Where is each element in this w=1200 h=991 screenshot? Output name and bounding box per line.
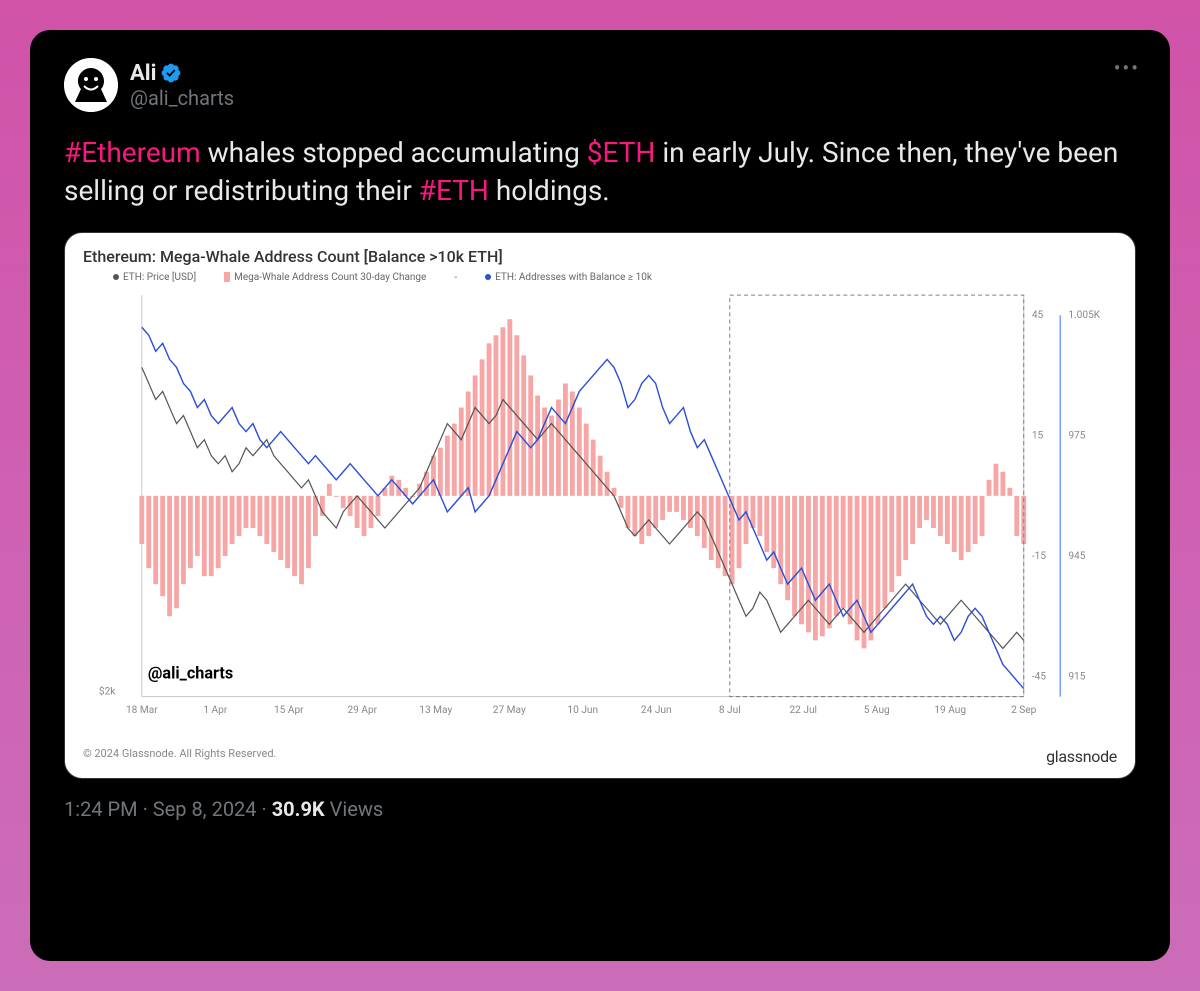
svg-text:$2k: $2k (99, 684, 116, 697)
more-icon[interactable]: ••• (1114, 56, 1140, 80)
chart-title: Ethereum: Mega-Whale Address Count [Bala… (83, 247, 1117, 266)
verified-icon (160, 62, 182, 84)
copyright-text: © 2024 Glassnode. All Rights Reserved. (83, 747, 276, 766)
svg-text:975: 975 (1068, 430, 1085, 441)
chart-container: Ethereum: Mega-Whale Address Count [Bala… (65, 233, 1135, 739)
tweet-header: Ali @ali_charts ••• (64, 58, 1136, 112)
legend-item: ETH: Price [USD] (113, 272, 196, 283)
chart-footer: © 2024 Glassnode. All Rights Reserved. g… (65, 739, 1135, 778)
chart-legend: ETH: Price [USD] Mega-Whale Address Count… (113, 272, 1117, 283)
svg-text:29 Apr: 29 Apr (347, 704, 377, 715)
svg-text:-45: -45 (1032, 671, 1046, 682)
tweet-meta: 1:24 PM · Sep 8, 2024 · 30.9K Views (64, 797, 1136, 821)
embedded-image[interactable]: Ethereum: Mega-Whale Address Count [Bala… (64, 232, 1136, 779)
svg-text:915: 915 (1068, 671, 1085, 682)
svg-text:2 Sep: 2 Sep (1011, 704, 1037, 715)
svg-text:45: 45 (1032, 310, 1044, 321)
svg-text:24 Jun: 24 Jun (641, 704, 672, 715)
legend-item: ETH: Addresses with Balance ≥ 10k (485, 272, 652, 283)
svg-text:22 Jul: 22 Jul (789, 704, 817, 715)
svg-text:-15: -15 (1032, 551, 1046, 562)
avatar[interactable] (64, 58, 118, 112)
svg-text:5 Aug: 5 Aug (864, 704, 890, 715)
svg-text:10 Jun: 10 Jun (567, 704, 598, 715)
hashtag-link[interactable]: #ETH (419, 174, 489, 207)
tweet-text: #Ethereum whales stopped accumulating $E… (64, 134, 1136, 210)
svg-text:1.005K: 1.005K (1068, 310, 1100, 321)
author-name: Ali (130, 61, 156, 86)
svg-text:@ali_charts: @ali_charts (148, 663, 233, 682)
glassnode-logo: glassnode (1046, 747, 1117, 766)
hashtag-link[interactable]: #Ethereum (64, 136, 201, 169)
svg-text:19 Aug: 19 Aug (934, 704, 966, 715)
views-count[interactable]: 30.9K (272, 797, 325, 821)
svg-text:27 May: 27 May (493, 704, 526, 715)
tweet-text-span: whales stopped accumulating (201, 136, 587, 169)
svg-text:15: 15 (1032, 430, 1044, 441)
author-name-row[interactable]: Ali (130, 61, 234, 86)
author-block: Ali @ali_charts (130, 61, 234, 110)
hashtag-link[interactable]: $ETH (587, 136, 656, 169)
legend-item: - (454, 272, 457, 283)
chart-plot: 18 Mar 1 Apr 15 Apr 29 Apr 13 May 27 May 10 Ju… (83, 285, 1117, 731)
tweet-text-span: holdings. (489, 174, 610, 207)
tweet-card: Ali @ali_charts ••• #Ethereum whales sto… (30, 30, 1170, 961)
svg-text:945: 945 (1068, 551, 1085, 562)
svg-text:18 Mar: 18 Mar (126, 704, 158, 715)
legend-item: Mega-Whale Address Count 30-day Change (224, 272, 426, 283)
tweet-date[interactable]: Sep 8, 2024 (153, 797, 257, 821)
author-handle[interactable]: @ali_charts (130, 86, 234, 110)
svg-text:8 Jul: 8 Jul (719, 704, 741, 715)
svg-text:13 May: 13 May (419, 704, 452, 715)
svg-text:15 Apr: 15 Apr (274, 704, 304, 715)
tweet-time[interactable]: 1:24 PM (64, 797, 138, 821)
svg-text:1 Apr: 1 Apr (203, 704, 227, 715)
views-label: Views (330, 797, 384, 821)
